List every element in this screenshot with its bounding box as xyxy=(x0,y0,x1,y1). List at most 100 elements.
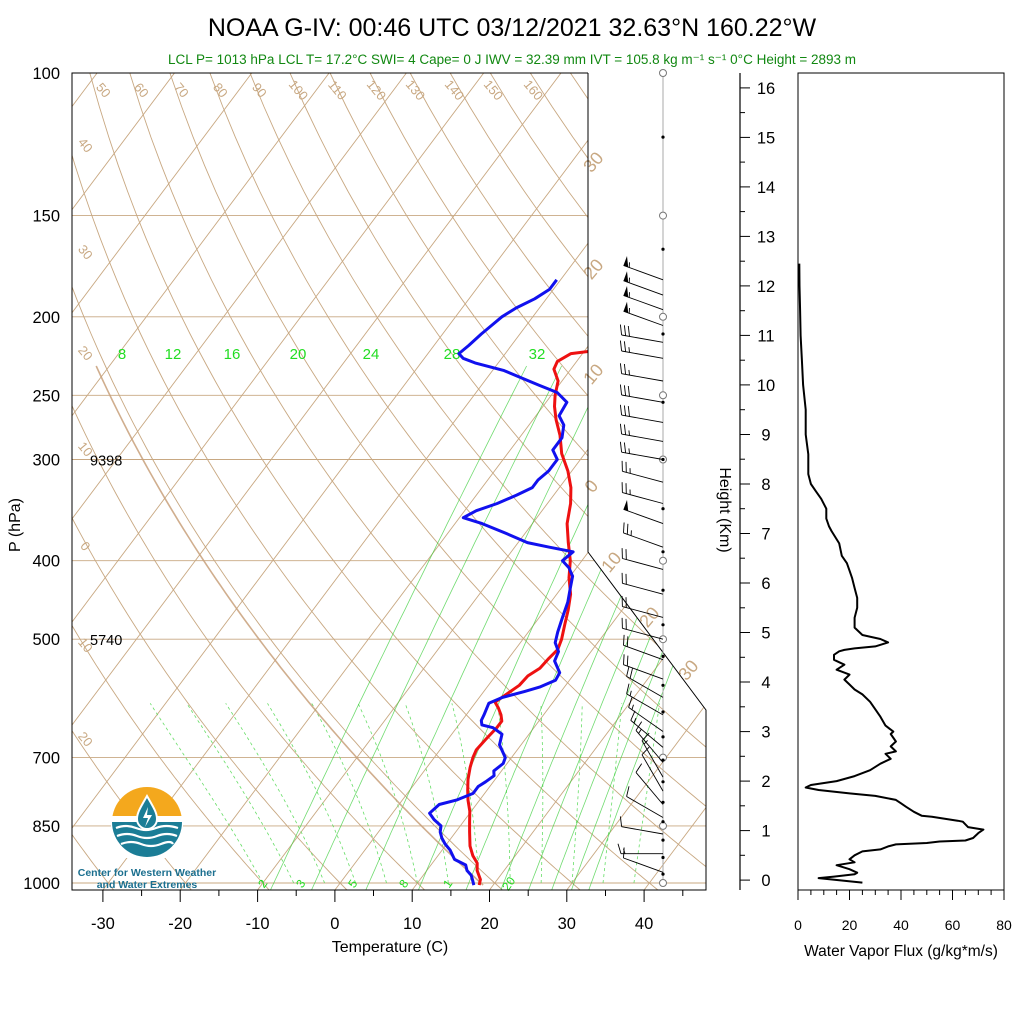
mixing-ratio-line xyxy=(418,365,653,890)
isotherm-label: 0 xyxy=(77,539,93,554)
barb-pennant xyxy=(623,301,629,313)
wind-barb xyxy=(626,683,664,716)
flux-axis-title: Water Vapor Flux (g/kg*m/s) xyxy=(804,943,998,960)
dewpoint-trace xyxy=(428,278,575,886)
barb-level-circle xyxy=(659,211,667,220)
moist-adiabat-line xyxy=(311,703,387,884)
isotherm-line xyxy=(334,73,706,890)
pressure-tick-label: 150 xyxy=(32,208,60,226)
dry-adiabat-line xyxy=(289,73,706,890)
height-tick-label: 10 xyxy=(757,377,775,395)
barb-level-dot xyxy=(661,550,665,554)
barb-staff xyxy=(623,664,664,680)
isotherm-label: 20 xyxy=(75,343,96,364)
barb-feather xyxy=(619,441,623,453)
mixing-ratio-label: 3 xyxy=(293,877,308,891)
isotherm-line xyxy=(72,73,407,890)
barb-level-dot xyxy=(661,507,665,511)
dry-adiabat-label: 80 xyxy=(210,80,231,101)
moist-adiabat-line xyxy=(404,703,449,884)
dry-adiabat-line xyxy=(72,73,348,890)
barb-half-feather xyxy=(643,740,648,745)
mixing-ratio-label: 28 xyxy=(444,346,461,363)
barb-staff xyxy=(621,394,664,403)
barb-level-circle xyxy=(659,556,667,565)
skewt-border xyxy=(71,72,707,891)
barb-feather xyxy=(617,843,622,854)
wind-barb xyxy=(619,441,664,460)
isotherm-label: 30 xyxy=(674,656,702,684)
pressure-axis-title: P (hPa) xyxy=(7,498,24,552)
wind-barb xyxy=(623,271,664,296)
barb-level-dot xyxy=(661,710,665,714)
barb-half-feather xyxy=(629,690,632,697)
wind-barb xyxy=(621,572,664,595)
height-tick-label: 4 xyxy=(761,674,770,692)
wind-barb xyxy=(623,286,664,311)
isotherm-line xyxy=(72,73,485,890)
height-tick-label: 3 xyxy=(761,724,770,742)
wind-barb xyxy=(641,746,664,792)
isotherm-line xyxy=(72,73,562,890)
wind-barb xyxy=(621,548,664,570)
height-tick-label: 9 xyxy=(761,427,770,445)
moist-adiabat-line xyxy=(571,703,583,884)
wind-barb xyxy=(619,404,664,423)
pressure-tick-label: 100 xyxy=(32,65,60,83)
temperature-tick-label: -20 xyxy=(168,915,192,933)
wind-barb xyxy=(626,666,664,698)
moist-adiabat-line xyxy=(149,703,264,884)
barb-level-dot xyxy=(661,683,665,687)
dry-adiabat-line xyxy=(129,73,706,890)
wind-barb xyxy=(619,423,664,442)
dry-adiabat-label: 50 xyxy=(93,80,114,101)
dry-adiabat-line xyxy=(72,73,425,890)
barb-feather xyxy=(619,363,623,374)
isotherm-line xyxy=(72,73,639,890)
height-tick-label: 2 xyxy=(761,773,770,791)
barb-staff xyxy=(641,754,664,792)
barb-staff xyxy=(621,414,664,423)
wind-barb xyxy=(621,596,664,618)
barb-staff xyxy=(621,433,664,442)
barb-level-dot xyxy=(661,780,665,784)
barb-staff xyxy=(623,644,664,661)
barb-staff xyxy=(623,857,664,873)
barb-level-dot xyxy=(661,247,665,251)
barb-feather xyxy=(623,522,625,533)
moist-adiabat-line xyxy=(602,703,623,884)
barb-feather xyxy=(619,404,623,416)
isotherm-line xyxy=(489,73,706,890)
dry-adiabat-line xyxy=(169,73,706,890)
barb-feather xyxy=(619,384,623,396)
barb-half-feather xyxy=(628,347,630,353)
barb-staff xyxy=(630,720,664,748)
barb-staff xyxy=(626,676,664,698)
temperature-tick-label: 40 xyxy=(635,915,653,933)
height-axis-title: Height (Km) xyxy=(716,467,733,552)
temperature-tick-label: -30 xyxy=(91,915,115,933)
isotherm-line xyxy=(411,73,706,890)
geopotential-height-label: 5740 xyxy=(90,633,122,649)
height-tick-label: 0 xyxy=(761,872,770,890)
dry-adiabat-label: 60 xyxy=(131,80,152,101)
barb-staff xyxy=(628,707,664,732)
barb-staff xyxy=(622,582,664,595)
isotherm-line xyxy=(179,73,706,890)
logo-emblem xyxy=(111,787,183,858)
barb-staff xyxy=(641,740,664,778)
barb-feather xyxy=(627,406,630,417)
isotherm-line xyxy=(72,73,253,890)
wind-barb xyxy=(623,847,664,873)
barb-staff xyxy=(621,350,664,359)
isotherm-line xyxy=(257,73,706,890)
temperature-trace xyxy=(466,272,706,886)
barb-staff xyxy=(623,532,664,548)
barb-staff xyxy=(635,772,664,805)
isotherm-line xyxy=(72,73,175,890)
wind-barb xyxy=(635,763,664,805)
temperature-tick-label: 0 xyxy=(330,915,339,933)
barb-pennant xyxy=(623,256,629,268)
mixing-ratio-label: 32 xyxy=(529,346,546,363)
